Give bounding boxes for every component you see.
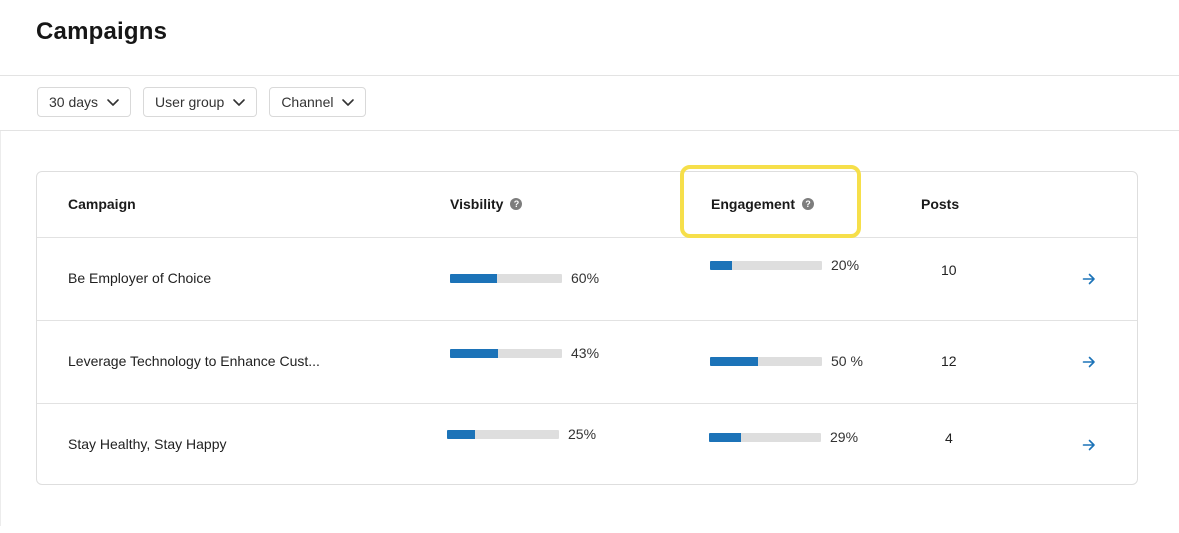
page-title: Campaigns [36, 18, 168, 45]
engagement-percent: 20% [831, 257, 860, 273]
user-group-filter[interactable]: User group [143, 87, 258, 117]
engagement-highlight [680, 165, 861, 238]
visibility-percent: 43% [571, 345, 600, 361]
engagement-metric: 29% [709, 429, 858, 445]
filter-divider [0, 130, 1179, 131]
bar-fill [447, 429, 475, 439]
row-divider [37, 403, 1137, 404]
engagement-percent: 29% [830, 429, 859, 445]
column-header-engagement[interactable]: Engagement ? [711, 196, 815, 212]
arrow-right-icon[interactable] [1081, 271, 1097, 287]
campaigns-table: Campaign Visbility ? Engagement ? Posts … [36, 171, 1138, 485]
header-divider [0, 75, 1179, 76]
row-divider [37, 320, 1137, 321]
engagement-percent: 50 % [831, 353, 863, 369]
engagement-metric: 20% [710, 257, 859, 273]
engagement-bar [710, 356, 822, 366]
engagement-metric: 50 % [710, 353, 863, 369]
column-header-label: Campaign [68, 196, 136, 212]
date-range-filter[interactable]: 30 days [37, 87, 132, 117]
filter-label: Channel [281, 94, 334, 110]
campaign-name[interactable]: Leverage Technology to Enhance Cust... [68, 353, 320, 369]
help-icon[interactable]: ? [510, 198, 523, 210]
chevron-down-icon [233, 99, 246, 106]
visibility-percent: 25% [568, 426, 597, 442]
column-header-campaign[interactable]: Campaign [68, 196, 136, 212]
chevron-down-icon [342, 99, 355, 106]
column-header-visibility[interactable]: Visbility ? [450, 196, 523, 212]
bar-fill [710, 260, 733, 270]
column-header-label: Visbility [450, 196, 504, 212]
campaign-name[interactable]: Be Employer of Choice [68, 270, 212, 286]
bar-fill [710, 356, 759, 366]
visibility-metric: 25% [447, 426, 596, 442]
posts-count: 4 [945, 430, 953, 446]
visibility-metric: 43% [450, 345, 599, 361]
visibility-bar [447, 429, 559, 439]
posts-count: 10 [941, 262, 957, 278]
posts-count: 12 [941, 353, 957, 369]
visibility-percent: 60% [571, 270, 600, 286]
bar-fill [450, 273, 498, 283]
filter-label: User group [155, 94, 225, 110]
campaign-name[interactable]: Stay Healthy, Stay Happy [68, 436, 227, 452]
column-header-label: Posts [921, 196, 960, 212]
visibility-bar [450, 273, 562, 283]
arrow-right-icon[interactable] [1081, 354, 1097, 370]
filter-bar: 30 days User group Channel [37, 87, 367, 117]
channel-filter[interactable]: Channel [269, 87, 367, 117]
column-header-posts[interactable]: Posts [921, 196, 959, 212]
bar-fill [450, 348, 499, 358]
chevron-down-icon [107, 99, 119, 106]
arrow-right-icon[interactable] [1081, 437, 1097, 453]
visibility-metric: 60% [450, 270, 599, 286]
engagement-bar [710, 260, 822, 270]
row-divider [37, 237, 1137, 238]
help-icon[interactable]: ? [802, 198, 815, 210]
filter-label: 30 days [49, 94, 99, 110]
engagement-bar [709, 432, 821, 442]
left-edge-divider [0, 131, 1, 526]
bar-fill [709, 432, 742, 442]
column-header-label: Engagement [711, 196, 796, 212]
visibility-bar [450, 348, 562, 358]
